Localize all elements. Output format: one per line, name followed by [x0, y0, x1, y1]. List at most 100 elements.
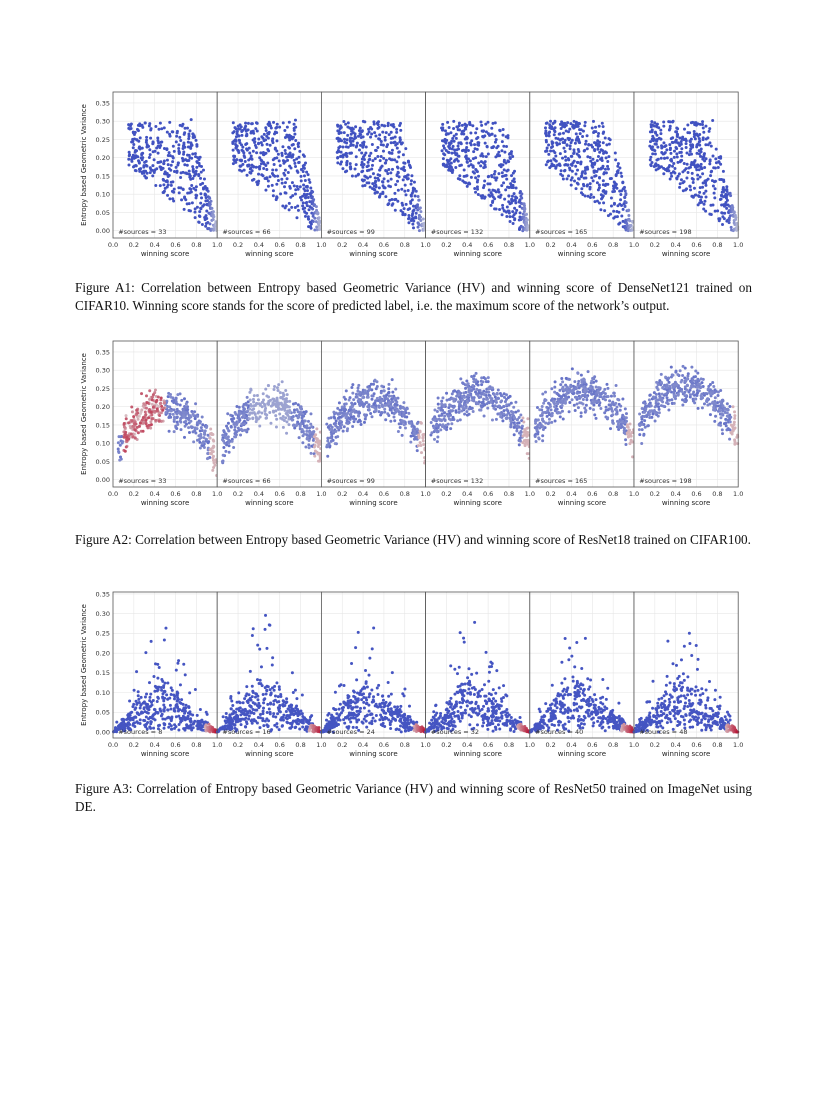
data-point — [182, 435, 186, 439]
data-point — [461, 398, 465, 402]
data-point — [467, 390, 471, 394]
data-point — [130, 405, 134, 409]
data-point — [393, 135, 397, 139]
data-point — [538, 426, 542, 430]
data-point — [650, 415, 654, 419]
data-point — [588, 156, 592, 160]
data-point — [230, 439, 234, 443]
data-point — [471, 383, 475, 387]
data-point — [729, 194, 733, 198]
data-point — [512, 177, 516, 181]
data-point — [440, 402, 444, 406]
data-point — [211, 458, 215, 462]
data-point — [708, 413, 712, 417]
data-point — [409, 179, 413, 183]
data-point — [684, 188, 688, 192]
data-point — [158, 184, 162, 188]
data-point — [294, 164, 298, 168]
data-point — [548, 166, 552, 170]
data-point — [131, 153, 135, 157]
data-point — [599, 208, 603, 212]
data-point — [381, 149, 385, 153]
sources-label: #sources = 99 — [327, 477, 375, 485]
data-point — [383, 410, 387, 414]
data-point — [208, 196, 212, 200]
data-point — [282, 161, 286, 165]
data-point — [718, 198, 722, 202]
data-point — [254, 127, 258, 131]
data-point — [201, 423, 205, 427]
data-point — [134, 422, 138, 426]
data-point — [236, 416, 240, 420]
data-point — [555, 143, 559, 147]
data-point — [134, 169, 138, 173]
data-point — [561, 380, 565, 384]
data-point — [582, 378, 586, 382]
data-point — [211, 446, 215, 450]
data-point — [493, 395, 497, 399]
data-point — [398, 412, 402, 416]
x-tick-label: 0.4 — [358, 241, 368, 249]
data-point — [180, 198, 184, 202]
data-point — [500, 140, 504, 144]
data-point — [182, 207, 186, 211]
data-point — [132, 131, 136, 135]
data-point — [305, 189, 309, 193]
data-point — [590, 401, 594, 405]
data-point — [213, 463, 217, 467]
data-point — [301, 164, 305, 168]
data-point — [339, 124, 343, 128]
data-point — [275, 149, 279, 153]
data-point — [583, 166, 587, 170]
data-point — [583, 168, 587, 172]
data-point — [393, 198, 397, 202]
data-point — [697, 152, 701, 156]
data-point — [238, 127, 242, 131]
data-point — [261, 392, 265, 396]
data-point — [380, 411, 384, 415]
data-point — [494, 399, 498, 403]
data-point — [599, 167, 603, 171]
data-point — [490, 418, 494, 422]
data-point — [147, 124, 151, 128]
data-point — [675, 155, 679, 159]
data-point — [407, 411, 411, 415]
data-point — [465, 141, 469, 145]
data-point — [135, 127, 139, 131]
data-point — [525, 212, 529, 216]
data-point — [286, 409, 290, 413]
data-point — [288, 184, 292, 188]
data-point — [524, 431, 528, 435]
data-point — [491, 199, 495, 203]
data-point — [671, 120, 675, 124]
data-point — [240, 133, 244, 137]
data-point — [140, 171, 144, 175]
data-point — [332, 410, 336, 414]
data-point — [558, 388, 562, 392]
data-point — [271, 158, 275, 162]
data-point — [400, 141, 404, 145]
x-tick-label: 1.0 — [420, 241, 430, 249]
data-point — [341, 145, 345, 149]
data-point — [545, 414, 549, 418]
data-point — [460, 130, 464, 134]
data-point — [708, 158, 712, 162]
data-point — [187, 209, 191, 213]
data-point — [210, 206, 214, 210]
data-point — [465, 160, 469, 164]
data-point — [386, 412, 390, 416]
data-point — [233, 428, 237, 432]
data-point — [121, 440, 125, 444]
data-point — [688, 131, 692, 135]
data-point — [379, 192, 383, 196]
data-point — [476, 178, 480, 182]
data-point — [117, 435, 121, 439]
data-point — [132, 142, 136, 146]
data-point — [689, 188, 693, 192]
data-point — [249, 403, 253, 407]
data-point — [575, 395, 579, 399]
data-point — [298, 185, 302, 189]
data-point — [252, 131, 256, 135]
data-point — [315, 225, 319, 229]
